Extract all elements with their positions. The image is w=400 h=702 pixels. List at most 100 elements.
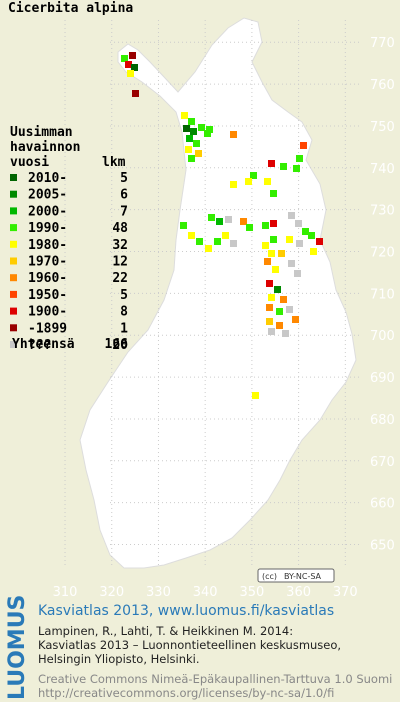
y-tick-label: 660 — [370, 497, 395, 512]
legend-swatch — [10, 274, 17, 282]
grid-cell — [282, 330, 289, 337]
grid-cell — [188, 232, 195, 239]
legend-heading: havainnon — [10, 140, 80, 155]
x-tick-label: 320 — [99, 585, 124, 600]
map-title: Cicerbita alpina — [8, 1, 133, 16]
legend-label: 1950- — [28, 288, 67, 303]
grid-cell — [278, 250, 285, 257]
legend-swatch — [10, 257, 17, 265]
y-tick-label: 740 — [370, 162, 395, 177]
grid-cell — [262, 242, 269, 249]
grid-cell — [246, 224, 253, 231]
grid-cell — [302, 228, 309, 235]
cc-icon: (cc) — [262, 572, 277, 581]
license: http://creativecommons.org/licenses/by-n… — [38, 686, 334, 700]
legend-swatch — [10, 190, 17, 198]
legend-count: 22 — [112, 271, 128, 286]
legend-heading: vuosi — [10, 155, 49, 170]
grid-cell — [121, 55, 128, 62]
grid-cell — [316, 238, 323, 245]
grid-cell — [296, 155, 303, 162]
x-tick-label: 310 — [53, 585, 78, 600]
legend-swatch — [10, 207, 17, 215]
headline: Kasviatlas 2013, www.luomus.fi/kasviatla… — [38, 603, 334, 619]
grid-cell — [240, 218, 247, 225]
legend-label: ??? — [28, 338, 51, 353]
grid-cell — [245, 178, 252, 185]
grid-cell — [131, 64, 138, 71]
grid-cell — [296, 240, 303, 247]
legend-count: 48 — [112, 221, 128, 236]
grid-cell — [127, 70, 134, 77]
x-tick-label: 360 — [286, 585, 311, 600]
grid-cell — [205, 245, 212, 252]
grid-cell — [274, 286, 281, 293]
grid-cell — [250, 172, 257, 179]
license: Creative Commons Nimeä-Epäkaupallinen-Ta… — [38, 672, 392, 686]
citation: Lampinen, R., Lahti, T. & Heikkinen M. 2… — [38, 624, 293, 638]
grid-cell — [230, 181, 237, 188]
legend-label: 2005- — [28, 188, 67, 203]
y-tick-label: 670 — [370, 455, 395, 470]
legend-swatch — [10, 324, 17, 332]
legend-count: 6 — [120, 188, 128, 203]
grid-cell — [270, 220, 277, 227]
grid-cell — [185, 146, 192, 153]
legend-swatch — [10, 224, 17, 232]
legend-count: 12 — [112, 255, 128, 270]
legend-label: 1980- — [28, 238, 67, 253]
legend-count-heading: lkm — [102, 155, 126, 170]
legend-heading: Uusimman — [10, 125, 73, 140]
grid-cell — [188, 118, 195, 125]
grid-cell — [308, 232, 315, 239]
grid-cell — [310, 248, 317, 255]
grid-cell — [125, 61, 132, 68]
legend-count: 7 — [120, 204, 128, 219]
y-tick-label: 720 — [370, 246, 395, 261]
grid-cell — [129, 52, 136, 59]
legend-swatch — [10, 174, 17, 181]
grid-cell — [183, 125, 190, 132]
grid-cell — [204, 130, 211, 137]
grid-cell — [216, 218, 223, 225]
grid-cell — [286, 306, 293, 313]
x-tick-label: 350 — [239, 585, 264, 600]
legend-count: 5 — [120, 288, 128, 303]
y-tick-label: 760 — [370, 78, 395, 93]
grid-cell — [268, 294, 275, 301]
citation: Helsingin Yliopisto, Helsinki. — [38, 652, 200, 666]
badge-text: BY-NC-SA — [284, 572, 322, 581]
y-tick-label: 700 — [370, 329, 395, 344]
grid-cell — [276, 322, 283, 329]
grid-cell — [286, 236, 293, 243]
grid-cell — [188, 155, 195, 162]
citation: Kasviatlas 2013 – Luonnontieteellinen ke… — [38, 638, 341, 652]
grid-cell — [294, 270, 301, 277]
grid-cell — [262, 222, 269, 229]
legend-count: 5 — [120, 171, 128, 186]
grid-cell — [264, 258, 271, 265]
legend-swatch — [10, 341, 17, 348]
legend-label: 1900- — [28, 305, 67, 320]
grid-cell — [288, 212, 295, 219]
grid-cell — [181, 112, 188, 119]
logo: LUOMUS — [5, 595, 30, 700]
y-tick-label: 710 — [370, 287, 395, 302]
grid-cell — [268, 160, 275, 167]
legend-label: 1970- — [28, 255, 67, 270]
grid-cell — [186, 135, 193, 142]
grid-cell — [266, 280, 273, 287]
grid-cell — [268, 250, 275, 257]
legend-swatch — [10, 307, 17, 315]
legend-label: -1899 — [28, 321, 67, 336]
grid-cell — [272, 266, 279, 273]
grid-cell — [252, 392, 259, 399]
license-badge — [257, 568, 335, 583]
total-value: 166 — [105, 337, 129, 352]
grid-cell — [266, 318, 273, 325]
grid-cell — [193, 140, 200, 147]
legend-count: 32 — [112, 238, 128, 253]
grid-cell — [196, 238, 203, 245]
grid-cell — [288, 260, 295, 267]
